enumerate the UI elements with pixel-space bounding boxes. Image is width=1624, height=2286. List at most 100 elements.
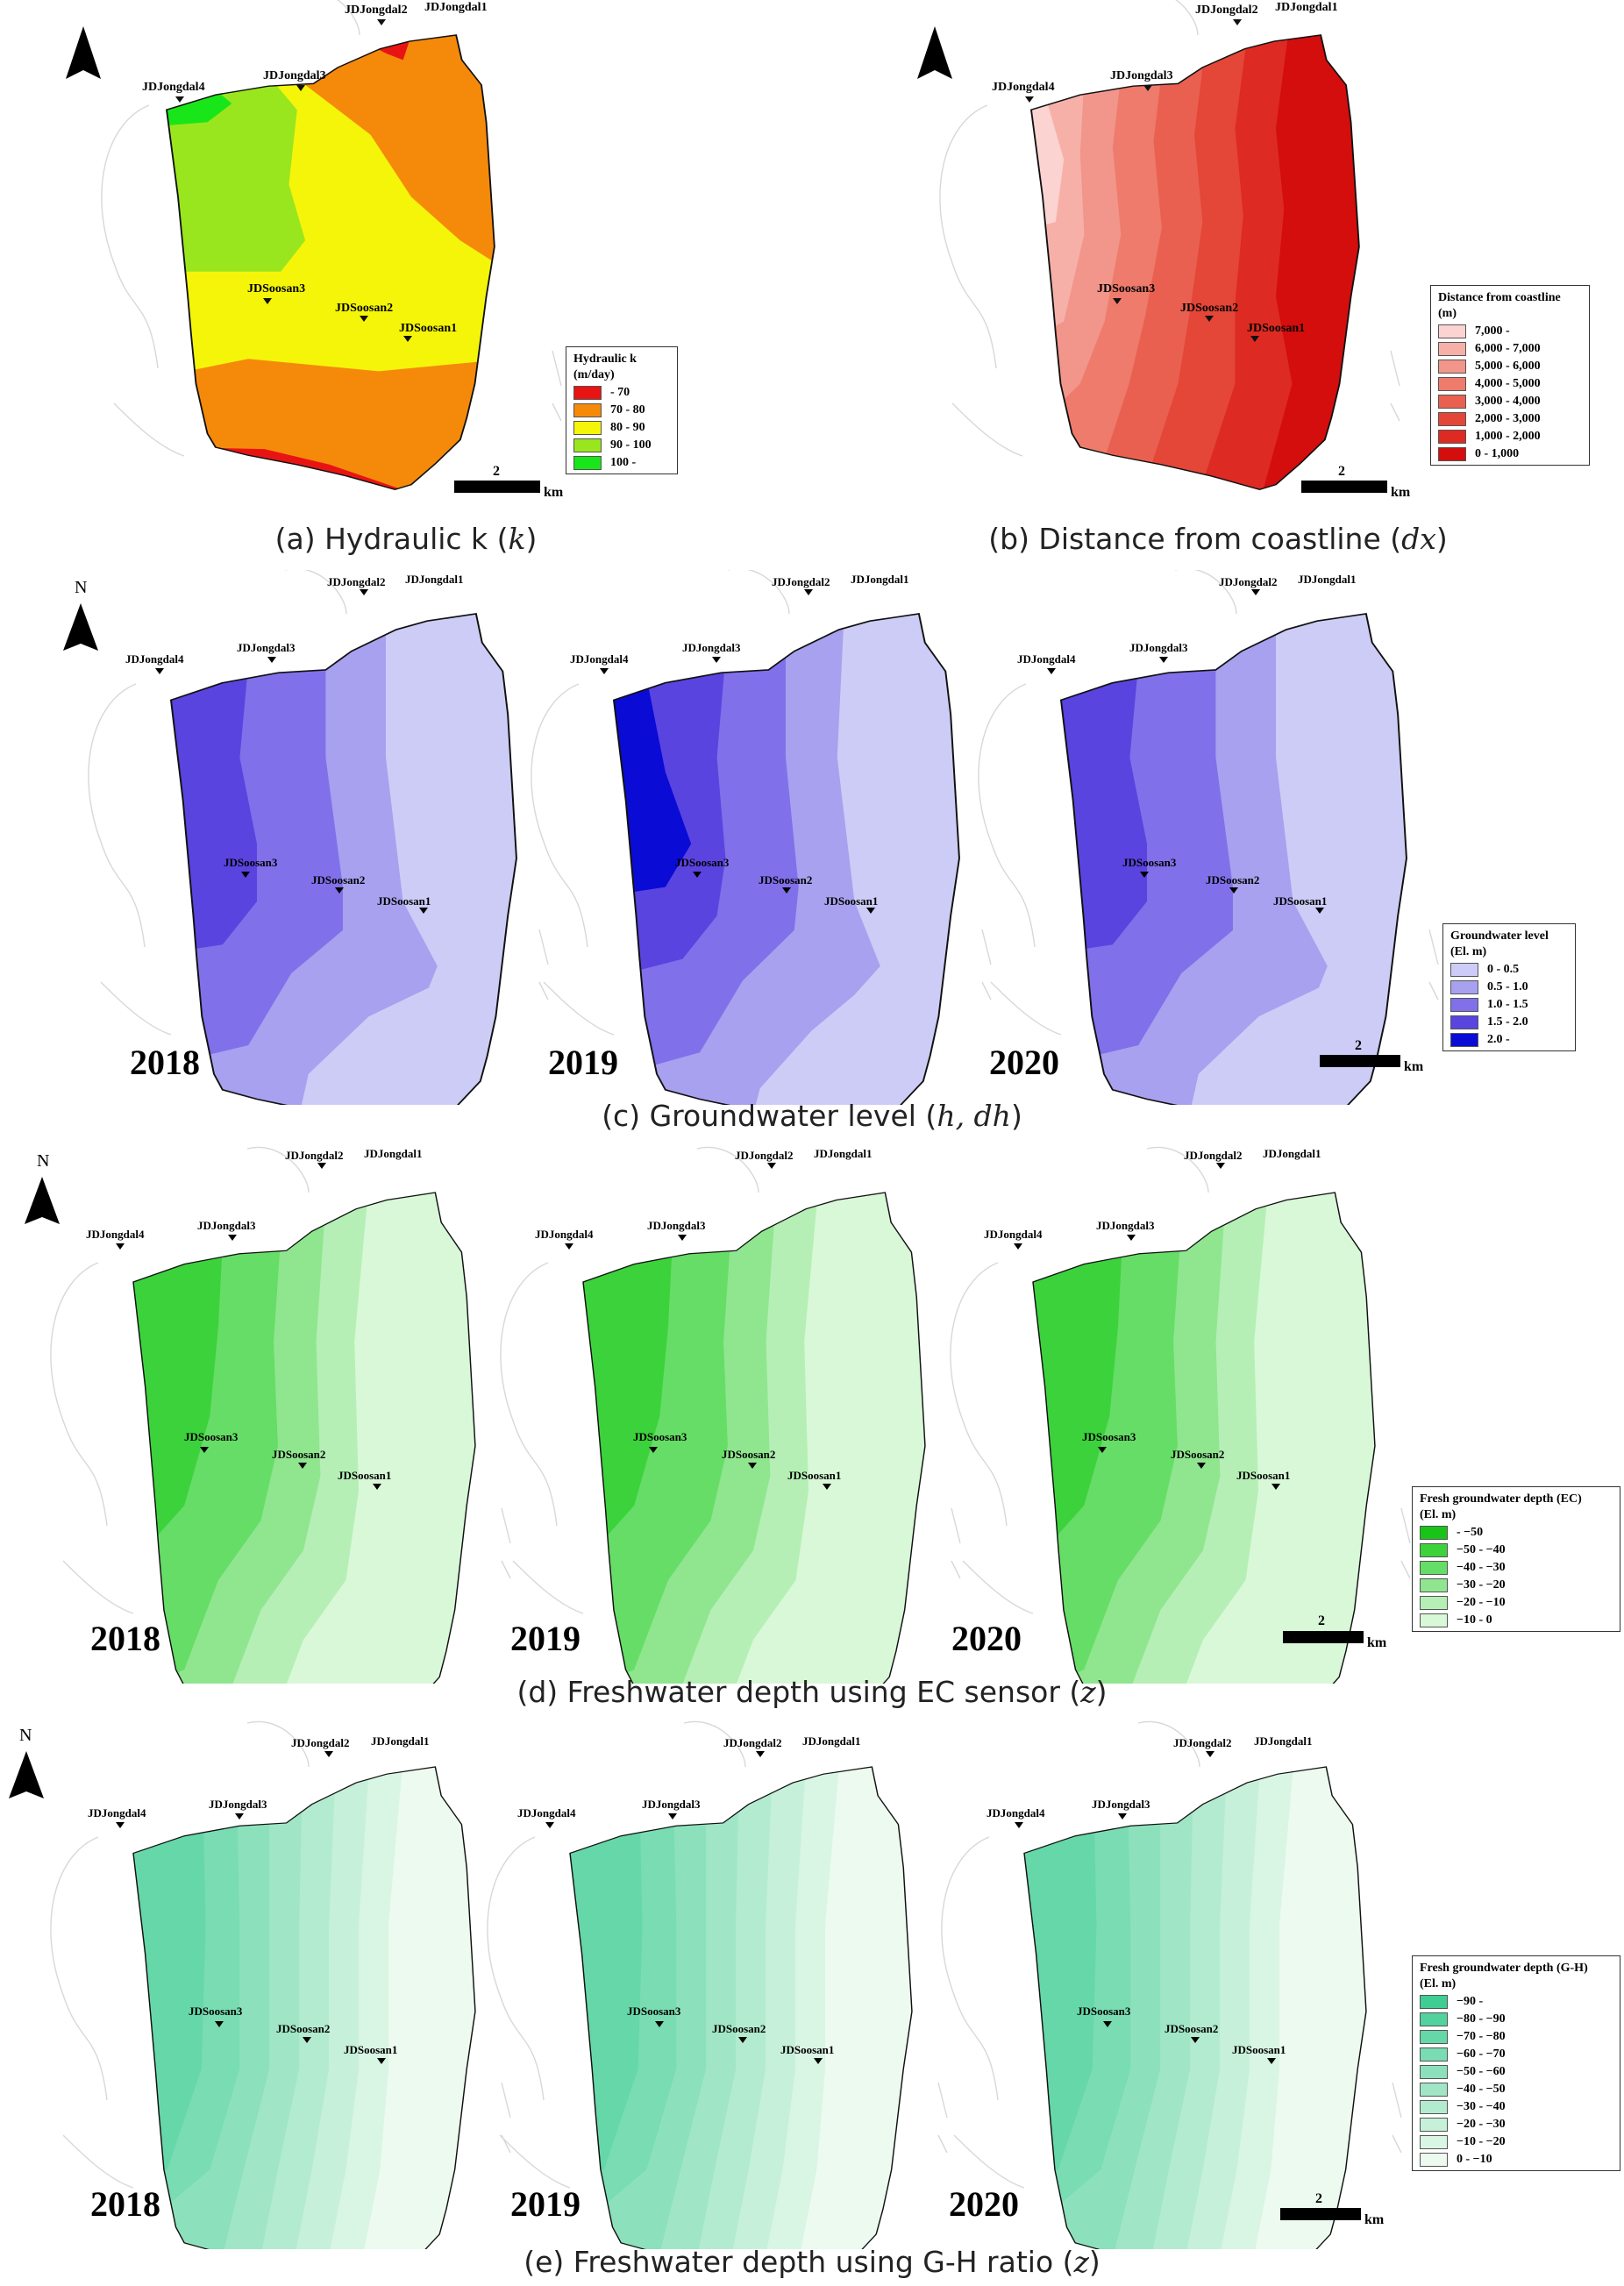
svg-text:JDJongdal3: JDJongdal3: [237, 641, 296, 654]
legend-unit: (El. m): [1420, 1508, 1457, 1521]
scale-bar: 2 km: [1280, 2191, 1385, 2227]
legend-swatch: [1420, 1596, 1448, 1610]
legend-item: 1.5 - 2.0: [1450, 1015, 1568, 1029]
legend-unit: (El. m): [1420, 1977, 1457, 1990]
year-label-2020: 2020: [989, 1043, 1059, 1082]
north-label: N: [37, 1151, 49, 1171]
island-map-2018: [91, 1731, 533, 2249]
year-label-2019: 2019: [510, 1619, 581, 1658]
legend-swatch: [573, 438, 602, 452]
svg-text:2: 2: [1338, 464, 1345, 479]
year-label-2019: 2019: [548, 1043, 618, 1082]
station-marker: JDJongdal2 JDJongdal1 JDJongdal3 JDJongd…: [142, 1, 488, 342]
svg-text:JDSoosan2: JDSoosan2: [311, 873, 365, 887]
svg-text:JDSoosan1: JDSoosan1: [787, 1469, 841, 1482]
north-label: N: [75, 578, 87, 597]
legend-item: −40 - −50: [1420, 2083, 1613, 2097]
legend-item: −20 - −10: [1420, 1596, 1613, 1610]
svg-text:JDSoosan1: JDSoosan1: [1236, 1469, 1290, 1482]
legend-swatch: [1420, 2100, 1448, 2114]
svg-text:2: 2: [1318, 1613, 1325, 1628]
legend-item: −10 - 0: [1420, 1613, 1613, 1627]
legend-item: 1.0 - 1.5: [1450, 998, 1568, 1012]
legend-item: 90 - 100: [573, 438, 670, 452]
svg-text:JDSoosan3: JDSoosan3: [184, 1430, 239, 1443]
legend-swatch: [1420, 1995, 1448, 2009]
legend-item: −50 - −40: [1420, 1543, 1613, 1557]
legend-swatch: [1450, 980, 1478, 994]
svg-text:JDJongdal2: JDJongdal2: [327, 575, 385, 588]
svg-text:2: 2: [493, 464, 500, 479]
legend-item: - −50: [1420, 1526, 1613, 1540]
legend-item: −50 - −60: [1420, 2065, 1613, 2079]
svg-text:JDJongdal2: JDJongdal2: [291, 1736, 349, 1749]
legend-swatch: [1420, 1526, 1448, 1540]
legend-swatch: [1450, 1033, 1478, 1047]
svg-text:2: 2: [1315, 2191, 1322, 2206]
station-soosan1: JDSoosan1: [399, 322, 457, 335]
legend-swatch: [1420, 2118, 1448, 2132]
svg-text:JDSoosan1: JDSoosan1: [338, 1469, 391, 1482]
legend-swatch: [1438, 430, 1466, 444]
island-map-2018: [91, 1156, 533, 1684]
svg-text:JDJongdal2: JDJongdal2: [1219, 575, 1277, 588]
svg-text:JDSoosan2: JDSoosan2: [272, 1448, 325, 1461]
map-freshwater-depth-gh: N JDJongdal2 JDJongdal1 JDJongdal3 JDJon…: [9, 1720, 1624, 2249]
legend-item: 4,000 - 5,000: [1438, 377, 1582, 391]
station-jongdal2: JDJongdal2: [1195, 4, 1258, 17]
map-freshwater-depth-ec: N JDJongdal2 JDJongdal1 JDJongdal3 JDJon…: [25, 1146, 1624, 1684]
svg-text:JDSoosan2: JDSoosan2: [1165, 2022, 1218, 2035]
station-marker: JDJongdal2 JDJongdal1 JDJongdal3 JDJongd…: [125, 573, 1356, 914]
legend-swatch: [1438, 395, 1466, 409]
svg-text:JDJongdal3: JDJongdal3: [1096, 1219, 1155, 1232]
legend-title: Fresh groundwater depth (G-H): [1420, 1962, 1588, 1975]
station-jongdal3: JDJongdal3: [1110, 69, 1173, 82]
svg-text:JDJongdal1: JDJongdal1: [814, 1147, 872, 1160]
legend-freshwater-depth-ec: Fresh groundwater depth (EC) (El. m) - −…: [1412, 1486, 1620, 1632]
legend-item: 0.5 - 1.0: [1450, 980, 1568, 994]
legend-title: Distance from coastline: [1438, 291, 1561, 304]
svg-text:JDSoosan3: JDSoosan3: [1122, 856, 1177, 869]
station-marker: JDJongdal2 JDJongdal1 JDJongdal3 JDJongd…: [88, 1734, 1312, 2064]
svg-text:JDJongdal2: JDJongdal2: [1173, 1736, 1231, 1749]
caption-b: (b) Distance from coastline (dx): [988, 522, 1448, 556]
caption-e: (e) Freshwater depth using G-H ratio (z): [524, 2245, 1100, 2279]
legend-unit: (El. m): [1450, 945, 1487, 958]
station-soosan3: JDSoosan3: [247, 282, 305, 296]
legend-swatch: [1420, 2135, 1448, 2149]
svg-text:JDJongdal2: JDJongdal2: [1184, 1149, 1242, 1162]
svg-text:JDSoosan2: JDSoosan2: [712, 2022, 766, 2035]
year-label-2018: 2018: [90, 2184, 160, 2224]
legend-swatch: [1420, 2047, 1448, 2062]
legend-unit: (m/day): [573, 368, 615, 381]
north-arrow: [25, 1177, 60, 1224]
legend-item: −40 - −30: [1420, 1561, 1613, 1575]
legend-item: −90 -: [1420, 1995, 1613, 2009]
legend-swatch: [1438, 342, 1466, 356]
year-label-2018: 2018: [90, 1619, 160, 1658]
svg-text:JDJongdal3: JDJongdal3: [682, 641, 741, 654]
legend-item: −30 - −40: [1420, 2100, 1613, 2114]
north-arrow: [63, 603, 98, 651]
svg-text:JDSoosan3: JDSoosan3: [675, 856, 730, 869]
legend-title: Fresh groundwater depth (EC): [1420, 1492, 1582, 1506]
caption-a: (a) Hydraulic k (k): [274, 522, 538, 556]
svg-text:JDJongdal4: JDJongdal4: [535, 1228, 594, 1241]
legend-item: 0 - 0.5: [1450, 963, 1568, 977]
station-jongdal1: JDJongdal1: [1275, 1, 1338, 14]
svg-text:JDJongdal1: JDJongdal1: [405, 573, 463, 586]
legend-swatch: [1420, 1578, 1448, 1592]
svg-text:JDJongdal1: JDJongdal1: [364, 1147, 422, 1160]
legend-item: −80 - −90: [1420, 2012, 1613, 2026]
station-soosan2: JDSoosan2: [1180, 302, 1238, 315]
legend-distance-coastline: Distance from coastline (m) 7,000 - 6,00…: [1430, 285, 1590, 466]
svg-text:JDSoosan1: JDSoosan1: [1273, 894, 1327, 908]
station-jongdal2: JDJongdal2: [345, 4, 408, 17]
svg-text:JDJongdal2: JDJongdal2: [735, 1149, 793, 1162]
legend-swatch: [1420, 2153, 1448, 2167]
legend-item: 80 - 90: [573, 421, 670, 435]
legend-freshwater-depth-gh: Fresh groundwater depth (G-H) (El. m) −9…: [1412, 1955, 1620, 2171]
legend-swatch: [573, 456, 602, 470]
legend-title: Hydraulic k: [573, 353, 637, 366]
legend-item: 0 - 1,000: [1438, 447, 1582, 461]
